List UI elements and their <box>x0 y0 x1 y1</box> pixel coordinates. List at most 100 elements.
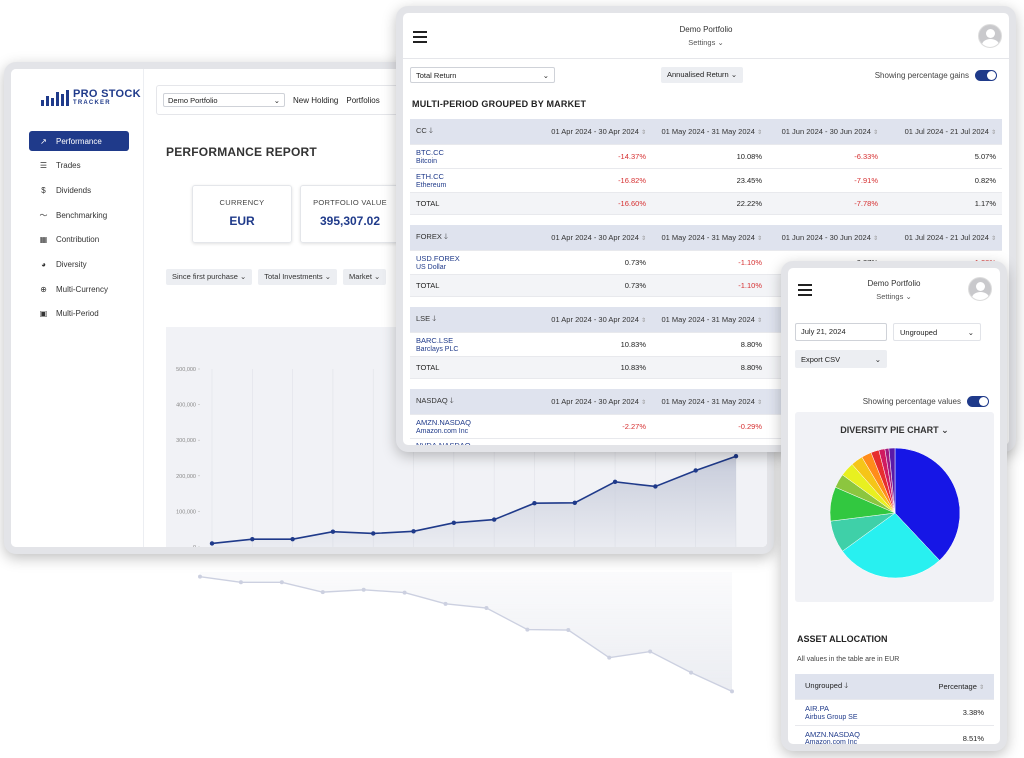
reflection-point <box>402 590 407 595</box>
period-header[interactable]: 01 Jul 2024 - 21 Jul 2024 ⇕ <box>884 127 1002 136</box>
reflection-point <box>279 580 284 585</box>
percentage-values-toggle[interactable] <box>967 396 989 407</box>
return-type-select[interactable]: Total Return ⌄ <box>410 67 555 83</box>
date-input[interactable]: July 21, 2024 <box>795 323 887 341</box>
period-header[interactable]: 01 Apr 2024 - 30 Apr 2024 ⇕ <box>542 233 652 242</box>
page-title: PERFORMANCE REPORT <box>166 145 317 159</box>
data-point <box>491 517 497 522</box>
symbol-link[interactable]: NVDA.NASDAQ <box>416 441 471 451</box>
symbol-link[interactable]: AIR.PA <box>805 704 830 714</box>
avatar[interactable] <box>968 277 992 301</box>
sort-icon: ⇕ <box>756 236 762 242</box>
logo[interactable]: PRO STOCK TRACKER <box>41 89 141 106</box>
export-csv-button[interactable]: Export CSV ⌄ <box>795 350 887 368</box>
group-header[interactable]: NASDAQ 🡓 <box>410 395 542 408</box>
sidebar-item-performance[interactable]: ↗ Performance <box>29 131 129 151</box>
total-cell: 0.73% <box>624 281 646 290</box>
portfolio-value: 395,307.02 <box>319 214 381 228</box>
data-point <box>572 500 577 506</box>
period-header[interactable]: 01 May 2024 - 31 May 2024 ⇕ <box>652 233 768 242</box>
sidebar-item-trades[interactable]: ☰ Trades <box>29 156 129 176</box>
sidebar-nav: ↗ Performance ☰ Trades $ Dividends 〜 Ben… <box>29 131 129 329</box>
data-point <box>653 484 658 489</box>
group-header[interactable]: CC 🡓 <box>410 125 542 138</box>
period-header[interactable]: 01 Jun 2024 - 30 Jun 2024 ⇕ <box>768 233 884 242</box>
period-header[interactable]: 01 Apr 2024 - 30 Apr 2024 ⇕ <box>542 127 652 136</box>
symbol-link[interactable]: BTC.CC <box>416 148 444 158</box>
period-label: 01 May 2024 - 31 May 2024 <box>661 233 755 242</box>
investments-filter[interactable]: Total Investments ⌄ <box>258 269 338 285</box>
window-header: Demo Portfolio Settings ⌄ <box>403 13 1009 59</box>
settings-dropdown[interactable]: Settings ⌄ <box>788 292 1000 301</box>
period-header[interactable]: 01 May 2024 - 31 May 2024 ⇕ <box>652 397 768 406</box>
table-row: BARC.LSE Barclays PLC 10.83% 8.80% <box>410 333 1002 357</box>
group-header[interactable]: FOREX 🡓 <box>410 231 542 244</box>
sort-icon: ⇕ <box>872 236 878 242</box>
percentage-cell: 8.51% <box>962 733 984 743</box>
symbol-link[interactable]: ETH.CC <box>416 172 444 182</box>
portfolios-link[interactable]: Portfolios <box>346 95 380 105</box>
period-header[interactable]: 01 Jul 2024 - 21 Jul 2024 ⇕ <box>884 233 1002 242</box>
period-header[interactable]: 01 May 2024 - 31 May 2024 ⇕ <box>652 127 768 136</box>
sidebar-item-multi-period[interactable]: ▣ Multi-Period <box>29 304 129 324</box>
period-filter[interactable]: Since first purchase ⌄ <box>166 269 253 285</box>
chevron-down-icon: ⌄ <box>239 272 247 281</box>
chevron-down-icon: ⌄ <box>941 425 949 435</box>
return-cell: 0.73% <box>624 258 646 267</box>
percentage-gains-toggle[interactable] <box>975 70 997 81</box>
symbol-link[interactable]: USD.FOREX <box>416 254 460 264</box>
percentage-header[interactable]: Percentage ⇕ <box>924 682 994 691</box>
data-point <box>612 479 618 485</box>
avatar[interactable] <box>978 24 1002 48</box>
asset-allocation-title: ASSET ALLOCATION <box>797 634 888 644</box>
sidebar-item-dividends[interactable]: $ Dividends <box>29 180 129 200</box>
sidebar-item-label: Dividends <box>56 185 92 195</box>
group-header[interactable]: LSE 🡓 <box>410 313 542 326</box>
group-name: CC <box>416 126 427 135</box>
sort-icon: ⇕ <box>640 236 646 242</box>
market-filter[interactable]: Market ⌄ <box>343 269 387 285</box>
section-title: MULTI-PERIOD GROUPED BY MARKET <box>412 99 587 109</box>
period-filter-label: Since first purchase <box>172 272 238 281</box>
annualised-return-button[interactable]: Annualised Return ⌄ <box>661 67 744 83</box>
reflection-point <box>361 587 366 592</box>
reflection-point <box>689 670 694 675</box>
portfolio-select[interactable]: Demo Portfolio ⌄ <box>163 93 285 107</box>
sidebar-item-multi-currency[interactable]: ⊕ Multi-Currency <box>29 279 129 299</box>
sidebar-item-diversity[interactable]: ◕ Diversity <box>29 254 129 274</box>
total-label: TOTAL <box>416 363 440 372</box>
sidebar-item-contribution[interactable]: ▦ Contribution <box>29 230 129 250</box>
list-icon: ☰ <box>39 161 48 171</box>
reflection-point <box>443 601 448 606</box>
grouping-select[interactable]: Ungrouped ⌄ <box>893 323 981 341</box>
logo-text-main: PRO STOCK <box>73 88 141 100</box>
period-header[interactable]: 01 Apr 2024 - 30 Apr 2024 ⇕ <box>542 315 652 324</box>
sidebar-item-benchmarking[interactable]: 〜 Benchmarking <box>29 205 129 225</box>
export-csv-label: Export CSV <box>801 354 841 364</box>
period-header[interactable]: 01 May 2024 - 31 May 2024 ⇕ <box>652 315 768 324</box>
period-header[interactable]: 01 Jun 2024 - 30 Jun 2024 ⇕ <box>768 127 884 136</box>
portfolio-title: Demo Portfolio <box>867 279 921 288</box>
sort-icon: ⇕ <box>640 130 646 136</box>
total-row: TOTAL -16.60% 22.22% -7.78% 1.17% <box>410 193 1002 215</box>
ungrouped-header[interactable]: Ungrouped 🡓 <box>795 680 924 693</box>
table-row: BTC.CC Bitcoin -14.37% 10.08% -6.33% 5.07… <box>410 145 1002 169</box>
new-holding-link[interactable]: New Holding <box>293 95 339 105</box>
settings-dropdown[interactable]: Settings ⌄ <box>403 38 1009 47</box>
currency-note: All values in the table are in EUR <box>797 656 900 663</box>
pie-chart-title[interactable]: DIVERSITY PIE CHART ⌄ <box>795 425 994 436</box>
period-header[interactable]: 01 Apr 2024 - 30 Apr 2024 ⇕ <box>542 397 652 406</box>
return-type-value: Total Return <box>416 70 457 80</box>
total-cell: 8.80% <box>740 363 762 372</box>
arrow-down-icon: 🡓 <box>844 681 849 690</box>
settings-label: Settings <box>688 38 716 47</box>
symbol-name: Amazon.com Inc <box>416 427 469 435</box>
percentage-cell: 3.38% <box>962 708 984 717</box>
return-cell: -14.37% <box>618 152 646 161</box>
symbol-link[interactable]: AMZN.NASDAQ <box>416 418 472 428</box>
hamburger-menu-icon[interactable] <box>413 31 427 43</box>
top-bar: Demo Portfolio ⌄ New Holding Portfolios <box>156 85 426 115</box>
hamburger-menu-icon[interactable] <box>798 284 812 296</box>
symbol-link[interactable]: AMZN.NASDAQ <box>805 729 861 739</box>
symbol-link[interactable]: BARC.LSE <box>416 336 454 346</box>
